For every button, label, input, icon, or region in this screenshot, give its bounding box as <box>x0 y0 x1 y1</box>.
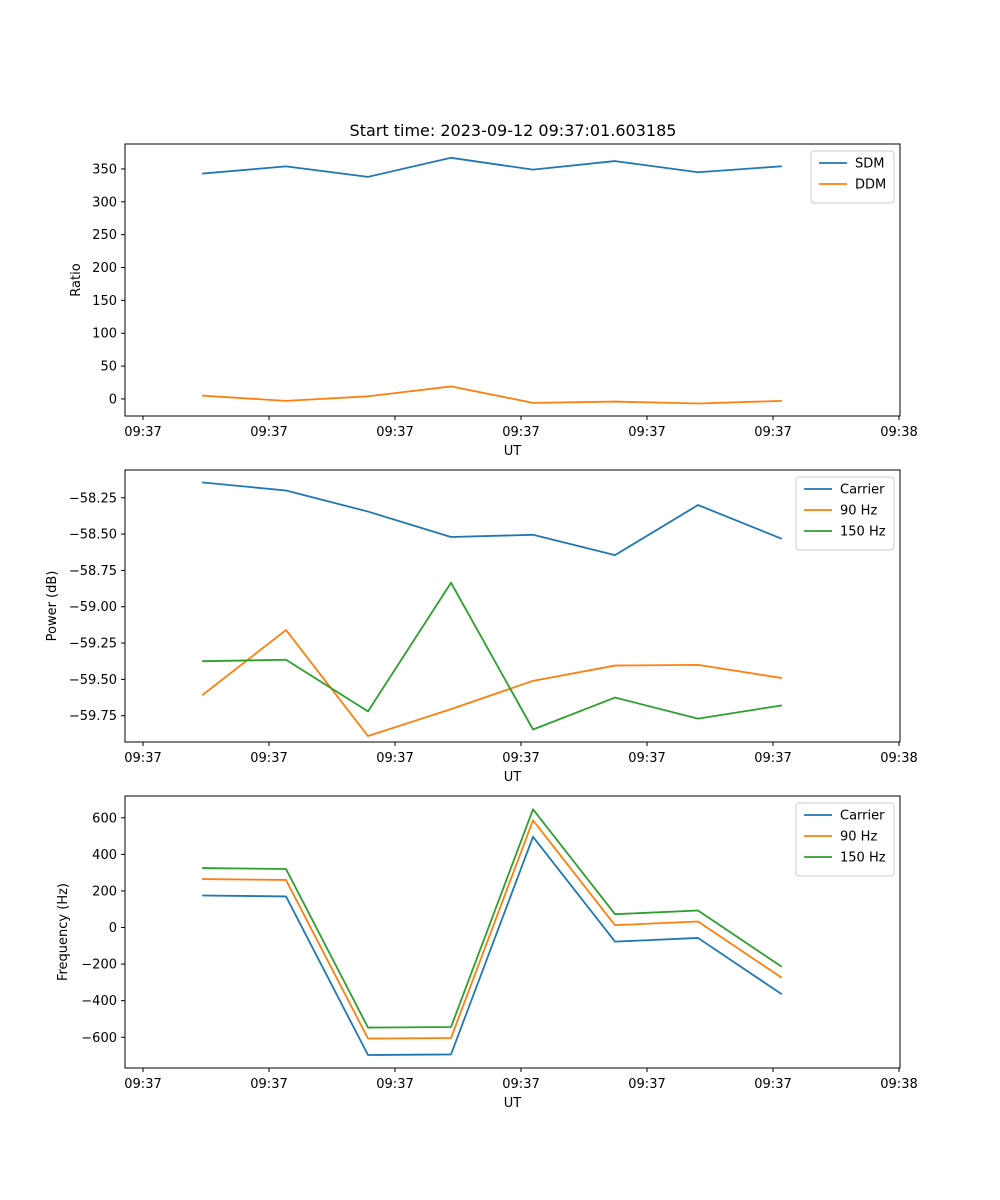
y-tick-label: 0 <box>109 921 117 936</box>
legend-label: 90 Hz <box>840 830 877 845</box>
series-line-carrier <box>202 835 783 1056</box>
y-tick-label: 350 <box>92 162 117 177</box>
x-tick-label: 09:37 <box>502 751 539 766</box>
series-line-150-hz <box>202 808 783 1029</box>
y-tick-label: 100 <box>92 327 117 342</box>
y-tick-label: 150 <box>92 294 117 309</box>
legend: Carrier 90 Hz 150 Hz <box>795 476 895 551</box>
x-tick-label: 09:37 <box>124 751 161 766</box>
axes-frame <box>124 143 901 417</box>
x-tick-label: 09:38 <box>880 1077 917 1092</box>
series-line-90-hz <box>202 819 783 1040</box>
axes-frame <box>124 795 901 1069</box>
x-tick-label: 09:38 <box>880 751 917 766</box>
series-line-sdm <box>202 156 782 178</box>
x-tick-label: 09:37 <box>502 425 539 440</box>
series-line-carrier <box>202 481 783 557</box>
y-axis-label: Frequency (Hz) <box>56 883 71 981</box>
legend-label: Carrier <box>840 809 885 824</box>
legend: Carrier 90 Hz 150 Hz <box>795 802 895 877</box>
y-tick-label: 600 <box>92 811 117 826</box>
x-tick-label: 09:37 <box>250 1077 287 1092</box>
legend-label: 90 Hz <box>840 504 877 519</box>
y-tick-label: −59.00 <box>69 600 117 615</box>
y-tick-label: 250 <box>92 228 117 243</box>
series-line-90-hz <box>201 629 783 737</box>
y-tick-label: −59.25 <box>69 637 117 652</box>
subplot-2: −58.25 −58.50 −58.75 −59.00 −59.25 −59.50 −59.… <box>45 469 918 785</box>
y-tick-label: −400 <box>81 994 117 1009</box>
x-tick-label: 09:37 <box>628 1077 665 1092</box>
y-tick-label: −59.75 <box>69 709 117 724</box>
x-axis-label: UT <box>504 770 522 785</box>
x-tick-label: 09:37 <box>124 1077 161 1092</box>
legend-label: Carrier <box>840 483 885 498</box>
figure-title: Start time: 2023-09-12 09:37:01.603185 <box>350 121 677 140</box>
x-tick-label: 09:37 <box>124 425 161 440</box>
x-tick-label: 09:37 <box>250 425 287 440</box>
y-tick-label: 50 <box>100 360 117 375</box>
y-axis-label: Power (dB) <box>45 571 60 642</box>
y-tick-label: 400 <box>92 848 117 863</box>
x-tick-label: 09:37 <box>754 751 791 766</box>
x-tick-label: 09:37 <box>754 1077 791 1092</box>
y-axis-label: Ratio <box>69 263 84 296</box>
x-tick-label: 09:38 <box>880 425 917 440</box>
legend-label: DDM <box>855 178 886 193</box>
y-tick-label: 200 <box>92 261 117 276</box>
y-tick-label: −58.25 <box>69 491 117 506</box>
x-tick-label: 09:37 <box>754 425 791 440</box>
y-tick-label: 200 <box>92 884 117 899</box>
series-line-ddm <box>202 385 782 405</box>
y-tick-label: −200 <box>81 958 117 973</box>
y-tick-label: 0 <box>109 392 117 407</box>
series-line-150-hz <box>202 581 783 731</box>
x-tick-label: 09:37 <box>250 751 287 766</box>
x-axis-label: UT <box>504 444 522 459</box>
legend-label: 150 Hz <box>840 525 886 540</box>
x-tick-label: 09:37 <box>502 1077 539 1092</box>
legend-label: 150 Hz <box>840 851 886 866</box>
x-tick-label: 09:37 <box>376 425 413 440</box>
y-tick-label: −58.50 <box>69 528 117 543</box>
axes-frame <box>124 469 901 743</box>
legend-label: SDM <box>855 157 884 172</box>
subplots-container: 0 50 100 150 200 250 300 350 09:37 09:37 09:37 09:3… <box>45 143 918 1111</box>
subplot-1: 0 50 100 150 200 250 300 350 09:37 09:37 09:37 09:3… <box>69 143 918 459</box>
legend: SDM DDM <box>810 150 895 204</box>
x-tick-label: 09:37 <box>376 751 413 766</box>
y-tick-label: −600 <box>81 1031 117 1046</box>
y-tick-label: 300 <box>92 195 117 210</box>
subplot-3: 600 400 200 0 −200 −400 −600 09:37 09:37 09:37 09:… <box>56 795 918 1111</box>
x-axis-label: UT <box>504 1096 522 1111</box>
x-tick-label: 09:37 <box>628 425 665 440</box>
x-tick-label: 09:37 <box>628 751 665 766</box>
y-tick-label: −59.50 <box>69 673 117 688</box>
y-tick-label: −58.75 <box>69 564 117 579</box>
x-tick-label: 09:37 <box>376 1077 413 1092</box>
legend-frame <box>810 150 895 204</box>
